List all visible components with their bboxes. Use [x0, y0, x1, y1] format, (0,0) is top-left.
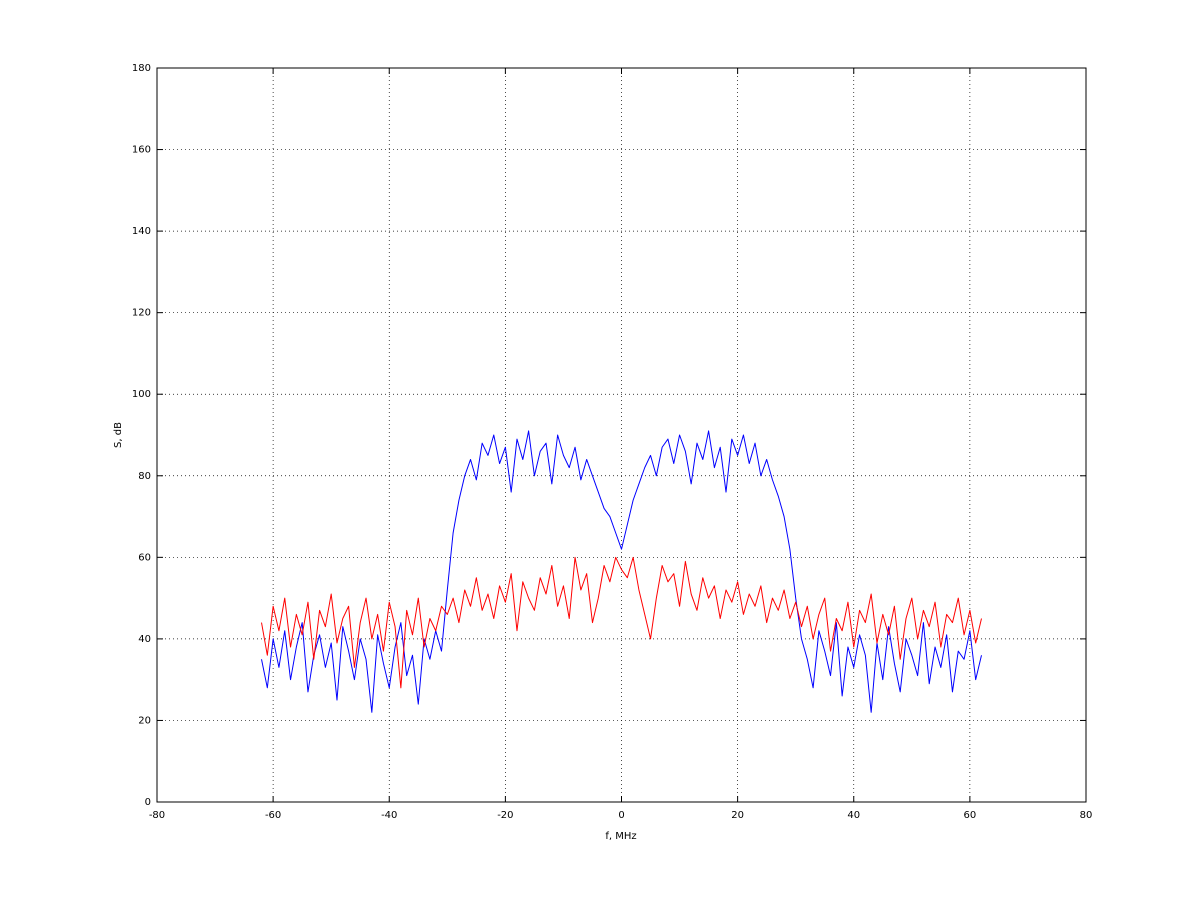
- y-tick-label: 20: [138, 715, 151, 726]
- y-tick-label: 80: [138, 471, 151, 482]
- y-tick-label: 180: [132, 63, 151, 74]
- x-tick-label: 40: [847, 810, 860, 821]
- y-tick-label: 120: [132, 308, 151, 319]
- y-axis-label: S, dB: [113, 422, 124, 448]
- x-tick-label: 20: [731, 810, 744, 821]
- x-tick-label: 80: [1080, 810, 1093, 821]
- axes-box: [156, 67, 1087, 803]
- x-tick-label: -60: [265, 810, 281, 821]
- plot-area: [157, 68, 1086, 802]
- series-line: [261, 430, 982, 713]
- y-tick-label: 40: [138, 634, 151, 645]
- series-line: [261, 556, 982, 689]
- y-tick-label: 60: [138, 552, 151, 563]
- x-tick-label: 0: [618, 810, 624, 821]
- x-tick-label: 60: [964, 810, 977, 821]
- y-tick-label: 0: [145, 797, 151, 808]
- y-tick-label: 140: [132, 226, 151, 237]
- x-tick-label: -20: [497, 810, 513, 821]
- x-tick-label: -40: [381, 810, 397, 821]
- y-tick-label: 160: [132, 145, 151, 156]
- x-axis-label: f, MHz: [605, 831, 636, 842]
- x-tick-label: -80: [149, 810, 165, 821]
- y-tick-label: 100: [132, 389, 151, 400]
